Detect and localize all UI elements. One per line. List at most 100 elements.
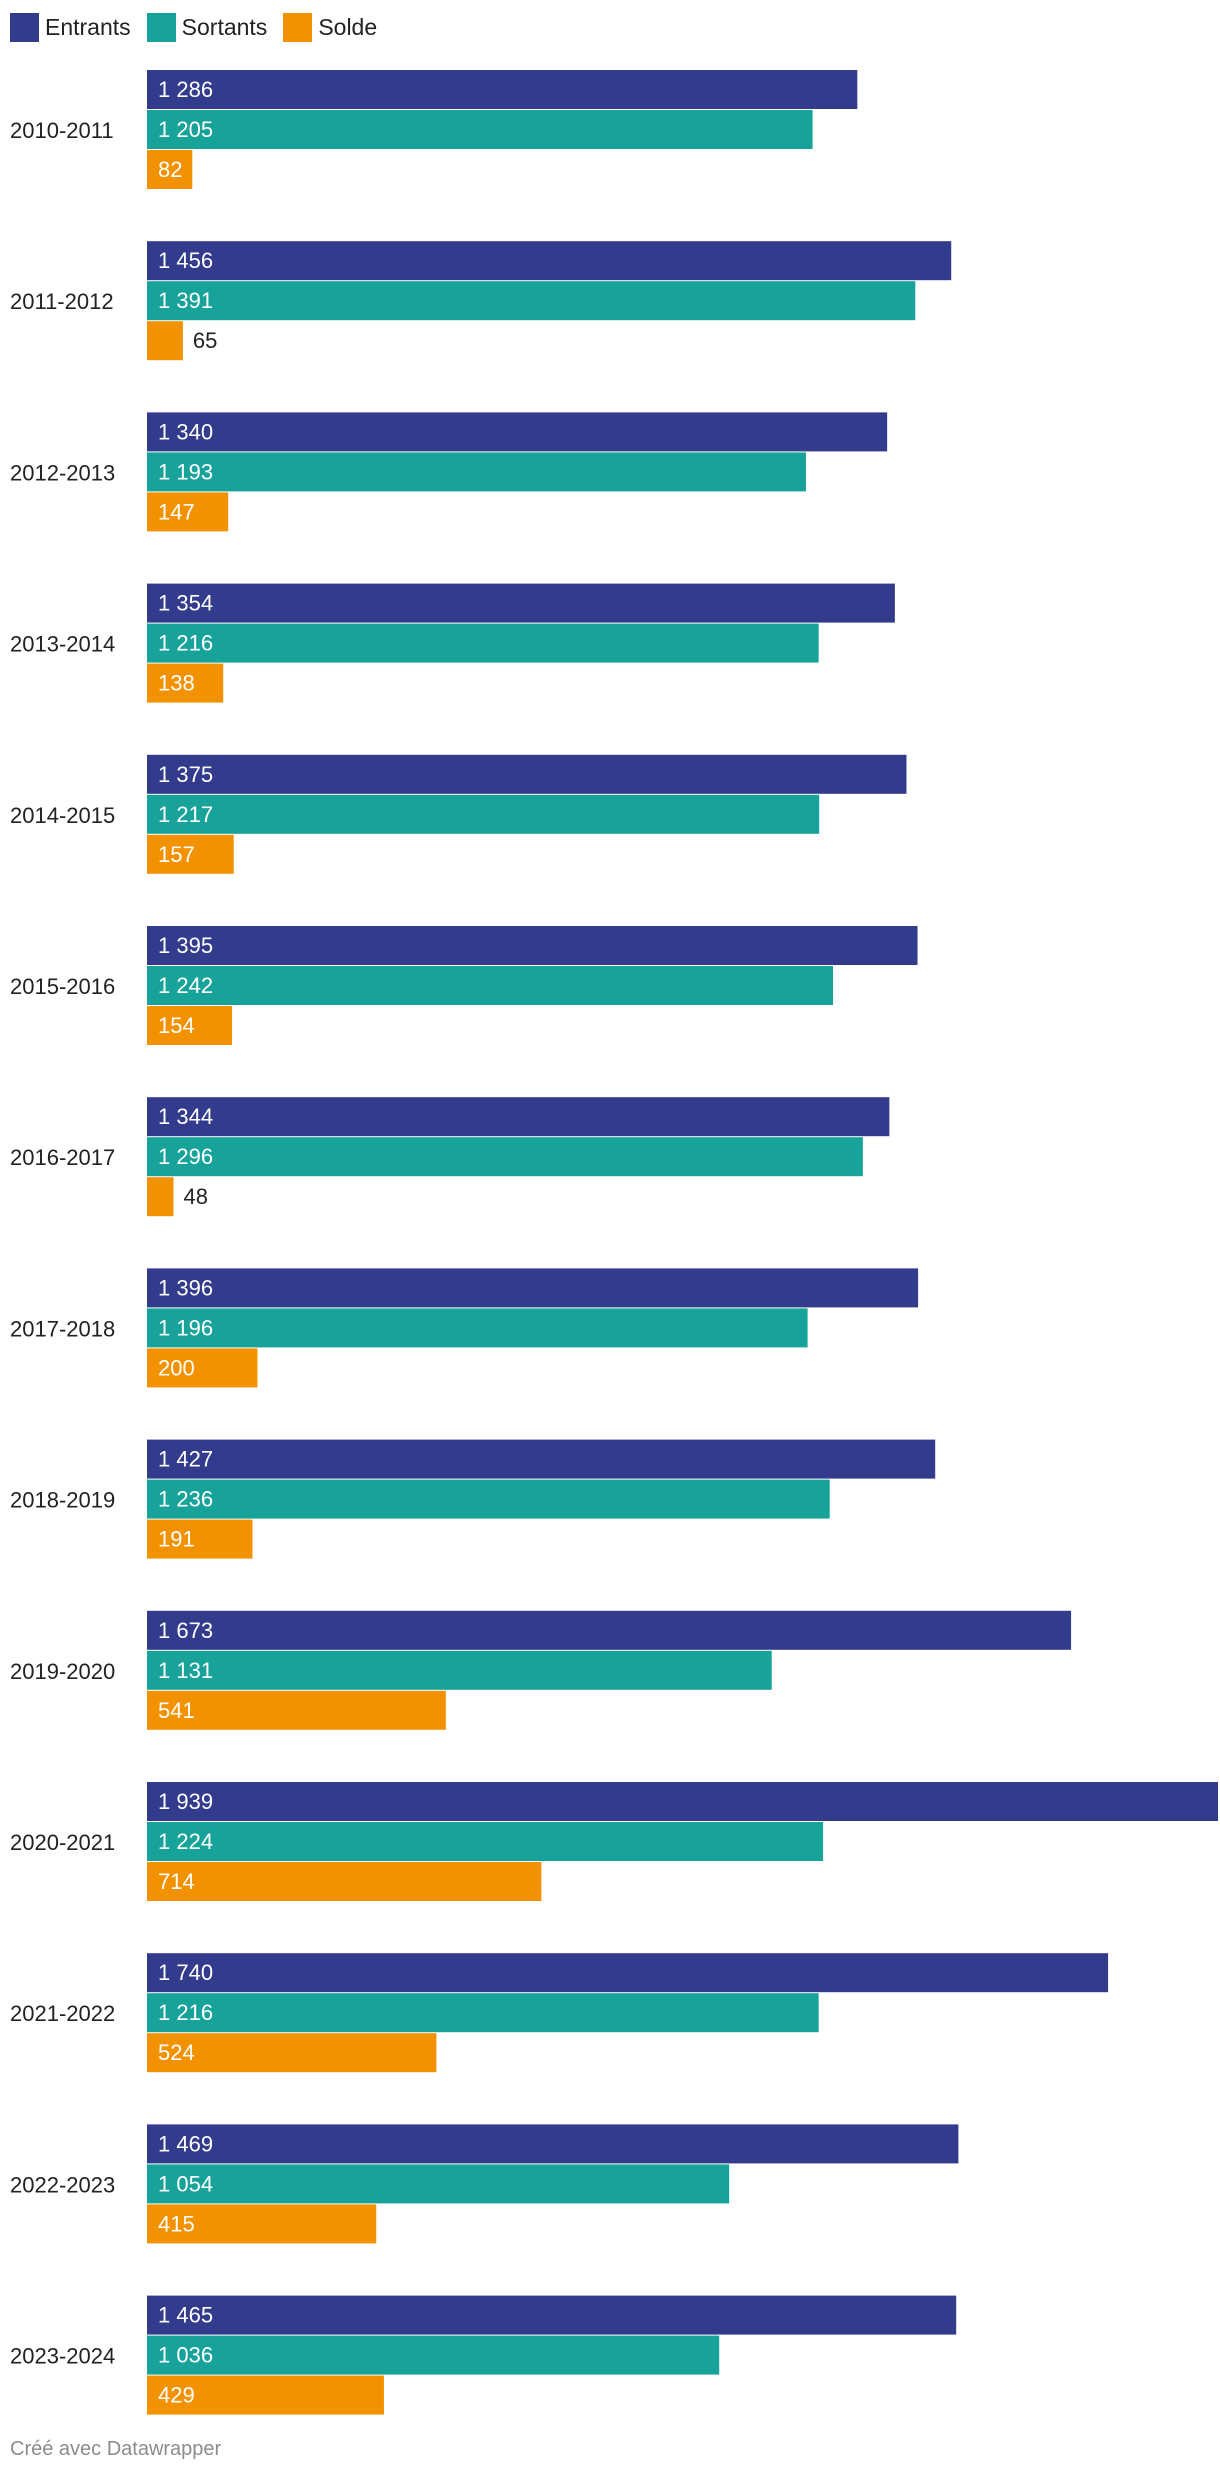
legend-label-solde: Solde — [318, 13, 378, 40]
bar-sortants — [147, 1479, 830, 1519]
bar-group-2020-2021: 2020-2021 1 939 1 224 714 — [10, 1782, 1218, 1901]
category-label: 2018-2019 — [10, 1488, 115, 1513]
bar-sortants — [147, 452, 806, 492]
data-label-solde: 524 — [158, 2040, 195, 2065]
data-label-solde: 138 — [158, 671, 195, 696]
bar-group-2016-2017: 2016-2017 1 344 1 296 48 — [10, 1097, 890, 1217]
data-label-sortants: 1 196 — [158, 1315, 213, 1340]
data-label-entrants: 1 939 — [158, 1789, 213, 1814]
legend-swatch-sortants — [146, 12, 176, 42]
data-label-entrants: 1 740 — [158, 1960, 213, 1985]
bar-solde — [147, 492, 229, 532]
data-label-sortants: 1 131 — [158, 1658, 213, 1683]
data-label-entrants: 1 344 — [158, 1104, 213, 1129]
bar-entrants — [147, 1439, 936, 1479]
data-label-solde: 154 — [158, 1013, 195, 1038]
bar-group-2018-2019: 2018-2019 1 427 1 236 191 — [10, 1439, 936, 1559]
bar-group-2022-2023: 2022-2023 1 469 1 054 415 — [10, 2124, 959, 2244]
bar-solde — [147, 834, 234, 874]
data-label-sortants: 1 242 — [158, 973, 213, 998]
data-label-solde: 147 — [158, 499, 195, 524]
category-label: 2010-2011 — [10, 118, 114, 143]
category-label: 2017-2018 — [10, 1316, 115, 1341]
bar-solde — [147, 321, 183, 361]
data-label-sortants: 1 054 — [158, 2171, 213, 2196]
category-label: 2011-2012 — [10, 289, 114, 314]
bar-solde — [147, 150, 193, 189]
data-label-sortants: 1 216 — [158, 631, 213, 656]
data-label-entrants: 1 673 — [158, 1618, 213, 1643]
bar-sortants — [147, 2335, 720, 2375]
legend-item-sortants: Sortants — [146, 12, 268, 42]
bar-sortants — [147, 966, 834, 1005]
category-label: 2023-2024 — [10, 2344, 115, 2369]
data-label-solde: 48 — [184, 1184, 208, 1209]
bar-solde — [147, 663, 224, 703]
data-label-solde: 541 — [158, 1698, 195, 1723]
data-label-entrants: 1 456 — [158, 248, 213, 273]
bar-entrants — [147, 926, 918, 965]
category-label: 2022-2023 — [10, 2172, 115, 2197]
bar-sortants — [147, 110, 813, 149]
data-label-solde: 65 — [193, 328, 217, 353]
bar-entrants — [147, 1268, 919, 1308]
bar-solde — [147, 2033, 437, 2073]
data-label-sortants: 1 205 — [158, 117, 213, 142]
bar-solde — [147, 2204, 377, 2244]
data-label-sortants: 1 193 — [158, 459, 213, 484]
bar-sortants — [147, 1650, 772, 1690]
bar-sortants — [147, 794, 820, 834]
bar-group-2015-2016: 2015-2016 1 395 1 242 154 — [10, 926, 918, 1045]
bar-sortants — [147, 1308, 808, 1348]
data-label-entrants: 1 395 — [158, 933, 213, 958]
data-label-sortants: 1 296 — [158, 1144, 213, 1169]
bar-solde — [147, 1348, 258, 1388]
category-label: 2020-2021 — [10, 1830, 115, 1855]
bar-group-2017-2018: 2017-2018 1 396 1 196 200 — [10, 1268, 919, 1388]
legend-swatch-solde — [283, 12, 313, 42]
bar-solde — [147, 2375, 384, 2415]
data-label-solde: 714 — [158, 1869, 195, 1894]
data-label-sortants: 1 217 — [158, 802, 213, 827]
bar-sortants — [147, 1822, 824, 1861]
bar-sortants — [147, 281, 916, 321]
bar-entrants — [147, 754, 907, 794]
bar-group-2019-2020: 2019-2020 1 673 1 131 541 — [10, 1610, 1072, 1730]
category-label: 2013-2014 — [10, 632, 115, 657]
data-label-solde: 157 — [158, 842, 195, 867]
data-label-entrants: 1 354 — [158, 591, 213, 616]
legend-label-entrants: Entrants — [45, 13, 131, 40]
bar-entrants — [147, 70, 858, 109]
bar-solde — [147, 1006, 233, 1045]
category-label: 2012-2013 — [10, 460, 115, 485]
category-label: 2019-2020 — [10, 1659, 115, 1684]
bar-sortants — [147, 2164, 730, 2204]
data-label-entrants: 1 396 — [158, 1275, 213, 1300]
bar-group-2012-2013: 2012-2013 1 340 1 193 147 — [10, 412, 888, 532]
bar-entrants — [147, 2295, 957, 2335]
bar-sortants — [147, 1137, 863, 1177]
data-label-entrants: 1 427 — [158, 1447, 213, 1472]
bar-group-2010-2011: 2010-2011 1 286 1 205 82 — [10, 70, 858, 189]
bar-entrants — [147, 1097, 890, 1137]
legend-label-sortants: Sortants — [181, 13, 268, 40]
data-label-solde: 191 — [158, 1527, 195, 1552]
data-label-solde: 429 — [158, 2383, 195, 2408]
category-label: 2014-2015 — [10, 803, 115, 828]
bar-sortants — [147, 623, 819, 663]
legend-item-solde: Solde — [283, 12, 378, 42]
data-label-solde: 82 — [158, 157, 182, 182]
data-label-entrants: 1 465 — [158, 2303, 213, 2328]
bar-sortants — [147, 1993, 819, 2033]
data-label-entrants: 1 286 — [158, 77, 213, 102]
legend-swatch-entrants — [10, 12, 39, 42]
bar-solde — [147, 1177, 174, 1217]
legend: Entrants Sortants Solde — [10, 10, 393, 44]
data-label-solde: 415 — [158, 2211, 195, 2236]
data-label-sortants: 1 391 — [158, 288, 213, 313]
bar-group-2021-2022: 2021-2022 1 740 1 216 524 — [10, 1953, 1109, 2073]
bar-solde — [147, 1862, 542, 1901]
bar-entrants — [147, 1610, 1072, 1650]
data-label-sortants: 1 036 — [158, 2343, 213, 2368]
